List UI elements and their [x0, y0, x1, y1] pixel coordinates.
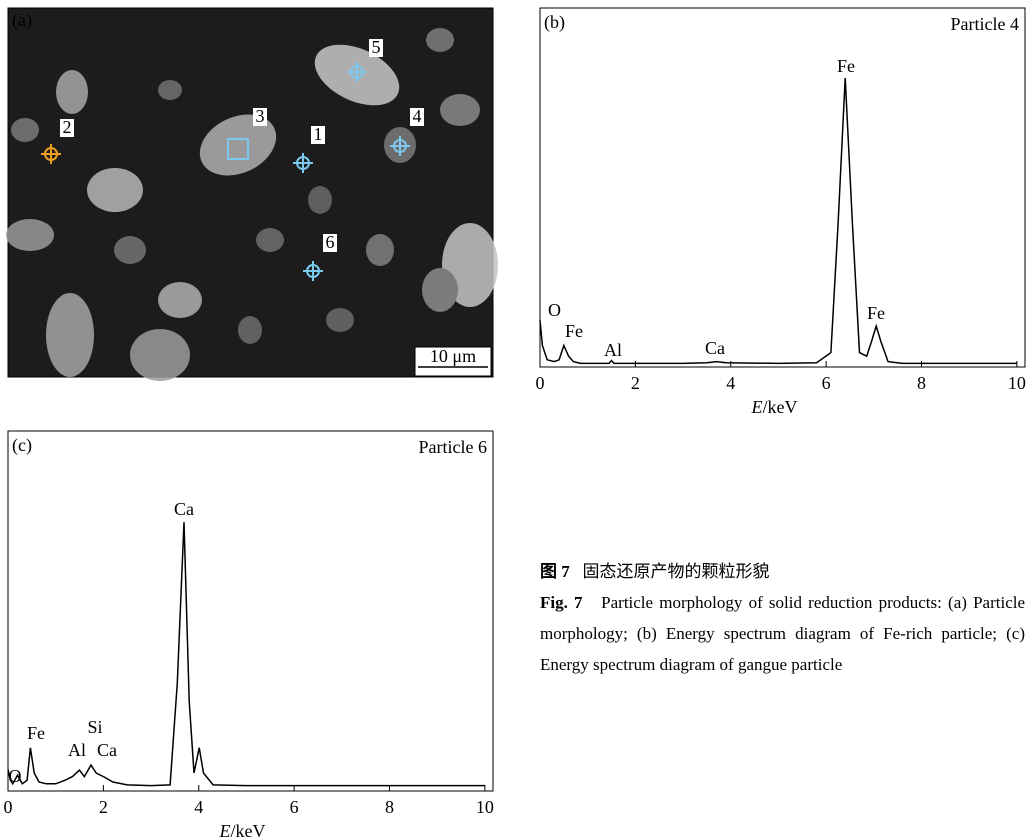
x-axis-label: E/keV — [219, 821, 266, 839]
panel-label: (c) — [12, 435, 32, 456]
x-axis-label: E/keV — [751, 397, 798, 417]
chart-title: Particle 4 — [951, 14, 1019, 34]
peak-label: Fe — [565, 321, 583, 341]
caption-en-label: Fig. 7 — [540, 593, 583, 612]
caption-en: Fig. 7 Particle morphology of solid redu… — [540, 587, 1025, 680]
spectrum-line — [540, 78, 1017, 363]
peak-label: Si — [87, 717, 102, 737]
x-tick-label: 0 — [4, 797, 13, 817]
peak-label: Ca — [705, 338, 725, 358]
x-axis-symbol: E — [751, 397, 763, 417]
x-tick-label: 8 — [385, 797, 394, 817]
peak-label: Fe — [27, 723, 45, 743]
panel-label: (b) — [544, 12, 565, 33]
particle-label: 5 — [372, 37, 381, 57]
peak-label: Ca — [97, 740, 117, 760]
particle-label: 6 — [326, 232, 335, 252]
x-axis-symbol: E — [219, 821, 231, 839]
x-tick-label: 2 — [99, 797, 108, 817]
x-tick-label: 2 — [631, 373, 640, 393]
panel-label: (a) — [12, 10, 32, 31]
frame-c — [8, 431, 493, 791]
caption-zh: 图 7 固态还原产物的颗粒形貌 — [540, 556, 1025, 587]
x-tick-label: 8 — [917, 373, 926, 393]
particle-label: 4 — [413, 106, 422, 126]
scale-bar-label: 10 μm — [430, 346, 476, 366]
x-axis-unit: /keV — [763, 397, 798, 417]
caption: 图 7 固态还原产物的颗粒形貌 Fig. 7 Particle morpholo… — [540, 556, 1025, 680]
particle-label: 2 — [63, 117, 72, 137]
peak-label: O — [548, 300, 561, 320]
particle-label: 3 — [256, 106, 265, 126]
x-tick-label: 10 — [1008, 373, 1026, 393]
x-axis-unit: /keV — [231, 821, 266, 839]
caption-zh-text: 固态还原产物的颗粒形貌 — [583, 562, 770, 581]
chart-title: Particle 6 — [419, 437, 487, 457]
x-tick-label: 4 — [194, 797, 203, 817]
peak-label: Ca — [174, 499, 194, 519]
sem-image — [6, 8, 498, 381]
x-tick-label: 6 — [822, 373, 831, 393]
x-tick-label: 6 — [290, 797, 299, 817]
x-tick-label: 10 — [476, 797, 494, 817]
peak-label: O — [9, 766, 22, 786]
x-tick-label: 0 — [536, 373, 545, 393]
x-tick-label: 4 — [726, 373, 735, 393]
page: 1 2 3 4 5 6 (a) 10 μm 0 2 4 6 8 10 E/keV (b) Particle 4… — [0, 0, 1032, 839]
figure: 1 2 3 4 5 6 (a) 10 μm 0 2 4 6 8 10 E/keV (b) Particle 4… — [0, 0, 1032, 839]
peak-label: Al — [68, 740, 86, 760]
peak-label: Al — [604, 340, 622, 360]
frame-b — [540, 8, 1025, 367]
caption-en-text: Particle morphology of solid reduction p… — [540, 593, 1025, 674]
caption-zh-label: 图 7 — [540, 562, 570, 581]
peak-label: Fe — [837, 56, 855, 76]
particle-label: 1 — [314, 124, 323, 144]
peak-label: Fe — [867, 303, 885, 323]
